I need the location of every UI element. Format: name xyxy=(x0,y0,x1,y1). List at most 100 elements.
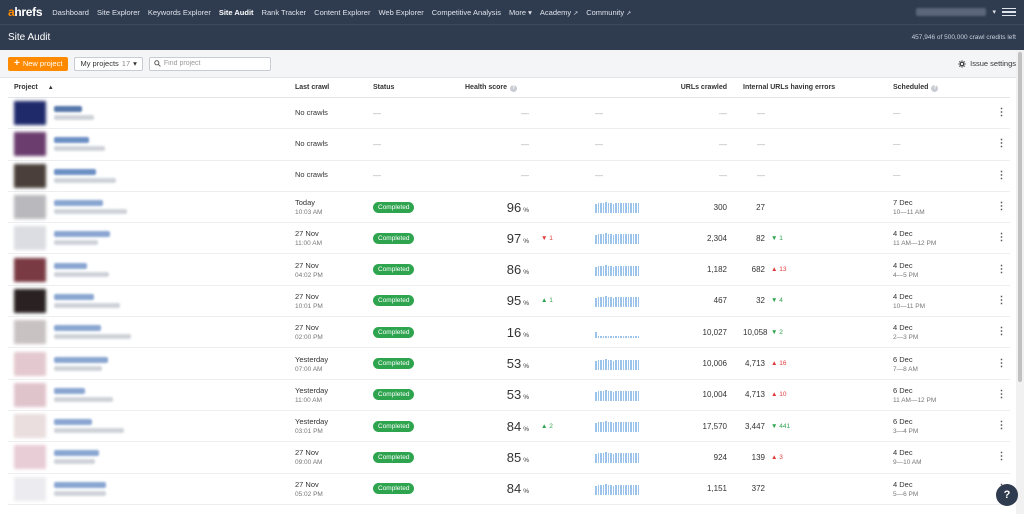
project-name[interactable] xyxy=(54,419,124,434)
row-menu[interactable]: ⋮ xyxy=(993,169,1010,181)
row-menu[interactable]: ⋮ xyxy=(993,294,1010,306)
row-menu[interactable]: ⋮ xyxy=(993,202,1010,212)
project-cell[interactable] xyxy=(8,476,295,501)
more-vertical-icon[interactable]: ⋮ xyxy=(996,201,1007,213)
nav-content-explorer[interactable]: Content Explorer xyxy=(314,7,371,17)
project-cell[interactable] xyxy=(8,132,295,157)
table-row[interactable]: Today 10:03 AM Completed 96% 300 27 7 De… xyxy=(8,192,1010,224)
table-row[interactable]: Yesterday 03:01 PM Completed 84% ▲ 2 17,… xyxy=(8,411,1010,443)
nav-academy[interactable]: Academy ↗ xyxy=(539,7,579,17)
account-name[interactable] xyxy=(916,8,987,16)
project-name[interactable] xyxy=(54,325,131,340)
more-vertical-icon[interactable]: ⋮ xyxy=(996,107,1007,119)
col-urls-crawled[interactable]: URLs crawled xyxy=(680,84,727,91)
nav-dashboard[interactable]: Dashboard xyxy=(52,7,89,17)
row-menu[interactable]: ⋮ xyxy=(993,452,1010,462)
project-cell[interactable] xyxy=(8,226,295,251)
table-row[interactable]: Yesterday 11:00 AM Completed 53% 10,004 … xyxy=(8,380,1010,411)
status-badge[interactable]: Completed xyxy=(373,483,415,495)
table-row[interactable]: No crawls — — — — — — ⋮ xyxy=(8,129,1010,161)
more-vertical-icon[interactable]: ⋮ xyxy=(996,420,1007,432)
nav-rank-tracker[interactable]: Rank Tracker xyxy=(261,7,307,17)
project-name[interactable] xyxy=(54,137,105,152)
status-badge[interactable]: Completed xyxy=(373,389,415,401)
table-row[interactable]: Yesterday 07:00 AM Completed 53% 10,006 … xyxy=(8,348,1010,380)
project-cell[interactable] xyxy=(8,351,295,376)
more-vertical-icon[interactable]: ⋮ xyxy=(996,451,1007,463)
status-badge[interactable]: Completed xyxy=(373,451,415,463)
my-projects-dropdown[interactable]: My projects 17 ▾ xyxy=(74,56,143,71)
project-name[interactable] xyxy=(54,293,120,308)
project-name[interactable] xyxy=(54,262,109,277)
status-badge[interactable]: Completed xyxy=(373,232,415,244)
nav-more[interactable]: More ▾ xyxy=(508,7,532,17)
more-vertical-icon[interactable]: ⋮ xyxy=(996,294,1007,306)
table-row[interactable]: 27 Nov 05:02 PM Completed 84% 1,151 372 … xyxy=(8,474,1010,505)
project-name[interactable] xyxy=(54,106,94,121)
project-cell[interactable] xyxy=(8,257,295,282)
more-vertical-icon[interactable]: ⋮ xyxy=(996,388,1007,400)
table-row[interactable]: 27 Nov 04:02 PM Completed 86% 1,182 682 ▲… xyxy=(8,254,1010,286)
project-cell[interactable] xyxy=(8,445,295,470)
project-cell[interactable] xyxy=(8,382,295,407)
project-cell[interactable] xyxy=(8,320,295,345)
status-badge[interactable]: Completed xyxy=(373,326,415,338)
col-project[interactable]: Project ▲ xyxy=(14,84,54,91)
col-status[interactable]: Status xyxy=(373,84,395,91)
row-menu[interactable]: ⋮ xyxy=(993,108,1010,118)
table-row[interactable]: 27 Nov 02:00 PM Completed 16% 10,027 10,… xyxy=(8,317,1010,349)
table-row[interactable]: 27 Nov 09:00 AM Completed 85% 924 139 ▲ 3… xyxy=(8,442,1010,474)
status-badge[interactable]: Completed xyxy=(373,358,415,370)
project-name[interactable] xyxy=(54,356,108,371)
row-menu[interactable]: ⋮ xyxy=(993,139,1010,149)
col-internal-errors[interactable]: Internal URLs having errors xyxy=(743,84,836,91)
status-badge[interactable]: Completed xyxy=(373,420,415,432)
table-row[interactable]: 27 Nov 10:01 PM Completed 95% ▲ 1 467 32… xyxy=(8,286,1010,318)
project-name[interactable] xyxy=(54,481,106,496)
scrollbar-thumb[interactable] xyxy=(1018,52,1022,382)
nav-site-audit[interactable]: Site Audit xyxy=(218,7,254,17)
nav-community[interactable]: Community ↗ xyxy=(586,7,632,17)
row-menu[interactable]: ⋮ xyxy=(993,421,1010,431)
col-health-score[interactable]: Health score? xyxy=(465,83,518,92)
nav-keywords-explorer[interactable]: Keywords Explorer xyxy=(147,7,211,17)
col-last-crawl[interactable]: Last crawl xyxy=(295,84,330,91)
table-row[interactable]: 27 Nov 11:00 AM Completed 97% ▼ 1 2,304 … xyxy=(8,223,1010,255)
nav-site-explorer[interactable]: Site Explorer xyxy=(96,7,140,17)
row-menu[interactable]: ⋮ xyxy=(993,357,1010,369)
more-vertical-icon[interactable]: ⋮ xyxy=(996,357,1007,369)
more-vertical-icon[interactable]: ⋮ xyxy=(996,326,1007,338)
new-project-button[interactable]: + New project xyxy=(8,56,69,71)
project-cell[interactable] xyxy=(8,195,295,220)
row-menu[interactable]: ⋮ xyxy=(993,388,1010,400)
scrollbar[interactable] xyxy=(1016,50,1024,514)
search-input[interactable] xyxy=(163,60,264,67)
row-menu[interactable]: ⋮ xyxy=(993,327,1010,337)
find-project-search[interactable] xyxy=(148,56,271,71)
more-vertical-icon[interactable]: ⋮ xyxy=(996,169,1007,181)
project-name[interactable] xyxy=(54,231,110,246)
table-row[interactable]: No crawls — — — — — — ⋮ xyxy=(8,161,1010,192)
project-name[interactable] xyxy=(54,387,113,402)
project-name[interactable] xyxy=(54,450,99,465)
nav-competitive-analysis[interactable]: Competitive Analysis xyxy=(431,7,501,17)
row-menu[interactable]: ⋮ xyxy=(993,233,1010,243)
more-vertical-icon[interactable]: ⋮ xyxy=(996,232,1007,244)
nav-web-explorer[interactable]: Web Explorer xyxy=(378,7,424,17)
project-cell[interactable] xyxy=(8,288,295,313)
more-vertical-icon[interactable]: ⋮ xyxy=(996,263,1007,275)
table-row[interactable]: No crawls — — — — — — ⋮ xyxy=(8,98,1010,130)
help-button[interactable]: ? xyxy=(996,484,1018,506)
status-badge[interactable]: Completed xyxy=(373,295,415,307)
hamburger-menu-icon[interactable] xyxy=(1002,5,1016,19)
project-cell[interactable] xyxy=(8,414,295,439)
project-cell[interactable] xyxy=(8,101,295,126)
project-cell[interactable] xyxy=(8,163,295,188)
status-badge[interactable]: Completed xyxy=(373,264,415,276)
status-badge[interactable]: Completed xyxy=(373,201,415,213)
project-name[interactable] xyxy=(54,200,127,215)
issue-settings-button[interactable]: Issue settings xyxy=(958,59,1016,68)
more-vertical-icon[interactable]: ⋮ xyxy=(996,138,1007,150)
ahrefs-logo[interactable]: ahrefs xyxy=(8,5,43,19)
project-name[interactable] xyxy=(54,168,116,183)
